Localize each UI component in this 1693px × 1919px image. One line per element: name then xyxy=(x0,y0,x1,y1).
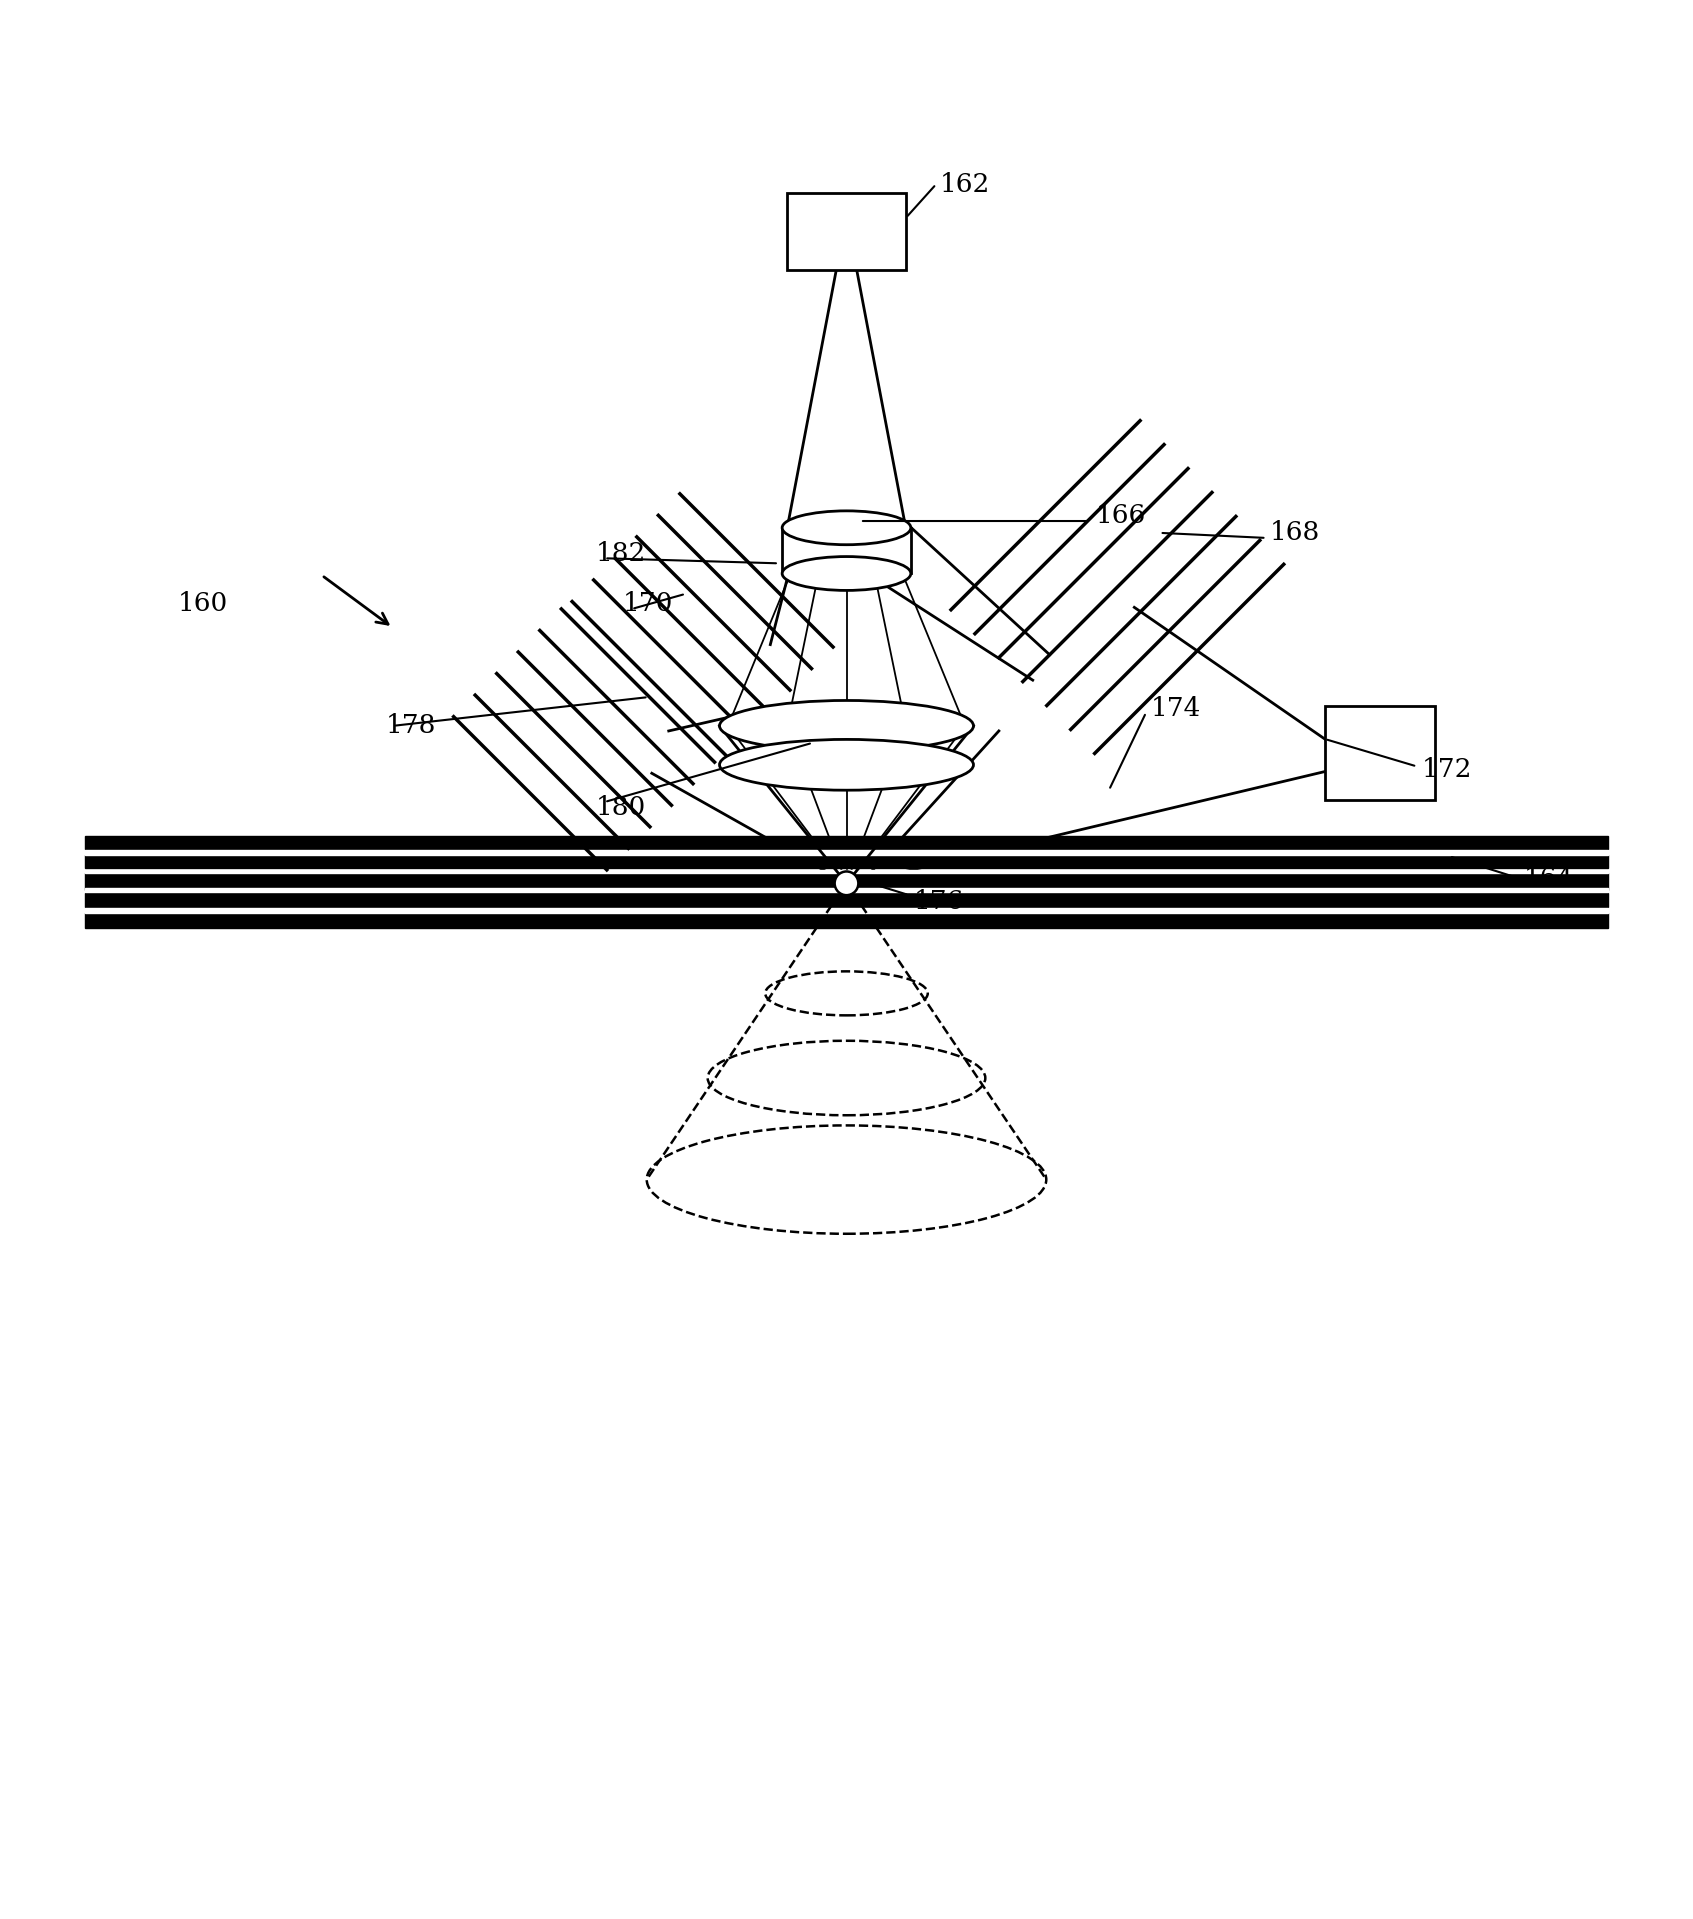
Bar xyxy=(85,913,1608,929)
Ellipse shape xyxy=(782,557,911,591)
Bar xyxy=(85,854,1608,867)
Bar xyxy=(85,894,1608,908)
Bar xyxy=(85,869,1608,873)
Bar xyxy=(787,194,906,269)
Text: 172: 172 xyxy=(1422,758,1473,783)
Text: 180: 180 xyxy=(596,794,647,819)
Text: 176: 176 xyxy=(914,888,965,915)
Bar xyxy=(85,908,1608,913)
Bar xyxy=(85,873,1608,890)
Bar xyxy=(1324,706,1434,800)
Text: 178: 178 xyxy=(386,714,437,739)
Text: 174: 174 xyxy=(1151,697,1202,722)
Text: 164: 164 xyxy=(1524,865,1574,890)
Bar xyxy=(85,850,1608,856)
Circle shape xyxy=(835,871,858,894)
Text: 168: 168 xyxy=(1270,520,1321,545)
Ellipse shape xyxy=(782,510,911,545)
Text: 162: 162 xyxy=(940,171,990,196)
Ellipse shape xyxy=(720,700,973,750)
Bar xyxy=(85,888,1608,892)
Text: 160: 160 xyxy=(178,591,229,616)
Ellipse shape xyxy=(720,739,973,791)
Text: 182: 182 xyxy=(596,541,647,566)
Text: 166: 166 xyxy=(1095,503,1146,528)
Bar xyxy=(85,837,1608,850)
Text: 170: 170 xyxy=(623,591,674,616)
